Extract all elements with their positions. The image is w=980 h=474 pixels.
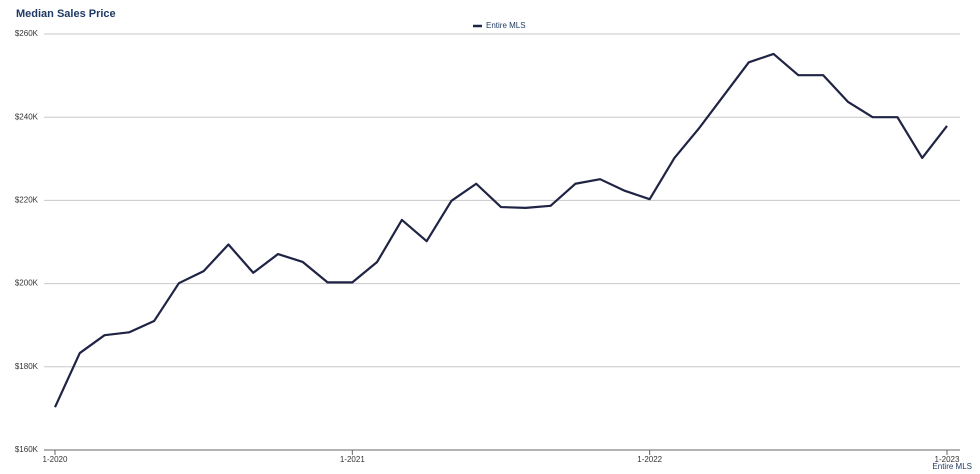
y-tick-label: $160K xyxy=(15,445,39,454)
y-tick-label: $240K xyxy=(15,112,39,121)
x-tick-label: 1-2021 xyxy=(340,455,365,464)
chart-title: Median Sales Price xyxy=(16,8,116,20)
x-tick-label: 1-2022 xyxy=(637,455,662,464)
y-tick-label: $200K xyxy=(15,279,39,288)
line-series xyxy=(53,52,948,408)
axis-series-label: Entire MLS xyxy=(932,462,972,471)
y-tick-label: $260K xyxy=(15,29,39,38)
legend-label: Entire MLS xyxy=(486,21,526,30)
x-tick-label: 1-2023 xyxy=(935,455,960,464)
y-tick-label: $180K xyxy=(15,362,39,371)
x-tick-label: 1-2020 xyxy=(43,455,68,464)
y-tick-label: $220K xyxy=(15,196,39,205)
